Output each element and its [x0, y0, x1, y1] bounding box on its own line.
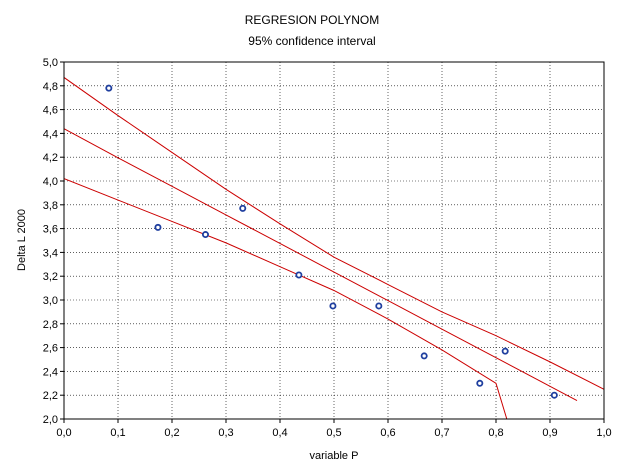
data-point [201, 231, 209, 239]
y-tick-label: 3,8 [43, 200, 58, 212]
confidence-upper-line [64, 77, 604, 390]
regression-line [64, 128, 578, 402]
data-point [550, 391, 558, 399]
x-tick-label: 0,6 [380, 427, 395, 439]
series-layer [64, 77, 604, 419]
data-point [420, 352, 428, 360]
y-tick-label: 3,2 [43, 271, 58, 283]
data-point [239, 204, 247, 212]
y-tick-label: 4,4 [43, 128, 58, 140]
grid-layer [64, 62, 604, 419]
chart-subtitle: 95% confidence interval [248, 34, 375, 48]
y-tick-label: 3,6 [43, 224, 58, 236]
y-tick-label: 3,0 [43, 295, 58, 307]
y-tick-label: 2,0 [43, 414, 58, 426]
x-tick-label: 0,7 [434, 427, 449, 439]
data-point [295, 271, 303, 279]
y-tick-label: 2,4 [43, 366, 58, 378]
y-tick-label: 3,4 [43, 247, 58, 259]
x-tick-label: 0,5 [326, 427, 341, 439]
x-tick-label: 0,9 [542, 427, 557, 439]
y-tick-label: 4,2 [43, 152, 58, 164]
data-point [375, 302, 383, 310]
y-tick-label: 2,8 [43, 319, 58, 331]
y-axis: 2,0 2,2 2,4 2,6 2,8 3,0 3,2 3,4 3,6 3,8 4,0 4,2 4,4 4… [43, 57, 64, 426]
y-tick-label: 4,8 [43, 81, 58, 93]
y-axis-label: Delta L 2000 [16, 209, 28, 271]
chart-title: REGRESION POLYNOM [245, 13, 379, 27]
y-tick-label: 2,6 [43, 343, 58, 355]
x-axis-label: variable P [310, 450, 359, 462]
x-tick-label: 0,1 [110, 427, 125, 439]
data-point [476, 379, 484, 387]
confidence-lower-line [64, 178, 508, 419]
x-tick-label: 0,2 [164, 427, 179, 439]
x-tick-label: 0,4 [272, 427, 287, 439]
x-axis: 0,0 0,1 0,2 0,3 0,4 0,5 0,6 0,7 0,8 0,9 1,0 [56, 419, 612, 439]
x-tick-label: 0,3 [218, 427, 233, 439]
data-point [501, 347, 509, 355]
data-point [329, 302, 337, 310]
y-tick-label: 2,2 [43, 390, 58, 402]
x-tick-label: 1,0 [596, 427, 611, 439]
x-tick-label: 0,8 [488, 427, 503, 439]
points-layer [105, 84, 558, 399]
y-tick-label: 5,0 [43, 57, 58, 69]
y-tick-label: 4,6 [43, 105, 58, 117]
data-point [105, 84, 113, 92]
y-tick-label: 4,0 [43, 176, 58, 188]
x-tick-label: 0,0 [56, 427, 71, 439]
data-point [154, 223, 162, 231]
